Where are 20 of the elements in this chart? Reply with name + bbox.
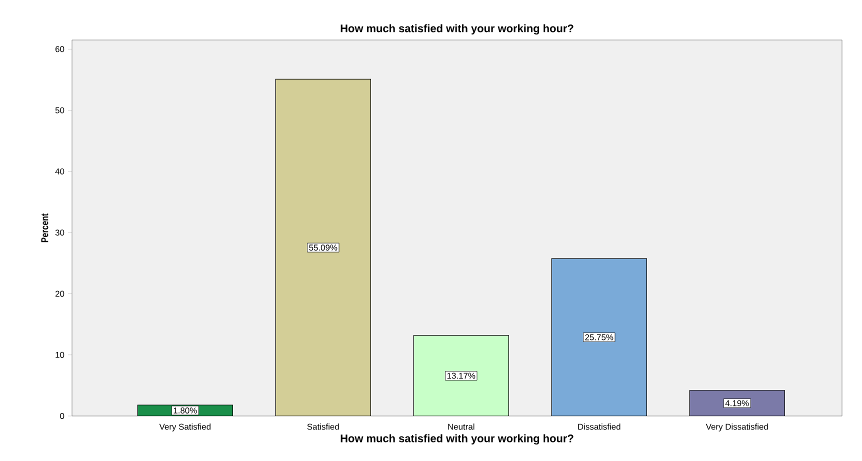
chart-title: How much satisfied with your working hour? (340, 24, 574, 34)
y-tick-label: 20 (55, 290, 64, 297)
y-tick-label: 30 (55, 230, 64, 236)
x-tick-label: Very Dissatisfied (706, 424, 768, 432)
x-axis-title: How much satisfied with your working hour? (340, 434, 574, 445)
y-tick-label: 60 (56, 46, 64, 52)
data-label: 4.19% (725, 400, 749, 406)
data-label: 25.75% (585, 334, 614, 340)
data-label: 1.80% (174, 408, 197, 414)
y-axis-title: Percent (41, 213, 48, 242)
x-tick-label: Neutral (448, 424, 474, 430)
x-tick-label: Dissatisfied (578, 424, 620, 430)
y-tick-label: 0 (60, 413, 64, 419)
data-label: 13.17% (447, 372, 476, 379)
y-tick-label: 40 (55, 168, 64, 174)
y-tick-label: 50 (55, 107, 64, 114)
data-label: 55.09% (309, 244, 338, 251)
x-tick-label: Very Satisfied (159, 424, 210, 432)
y-tick-label: 10 (56, 352, 64, 358)
x-tick-label: Satisfied (307, 424, 339, 430)
